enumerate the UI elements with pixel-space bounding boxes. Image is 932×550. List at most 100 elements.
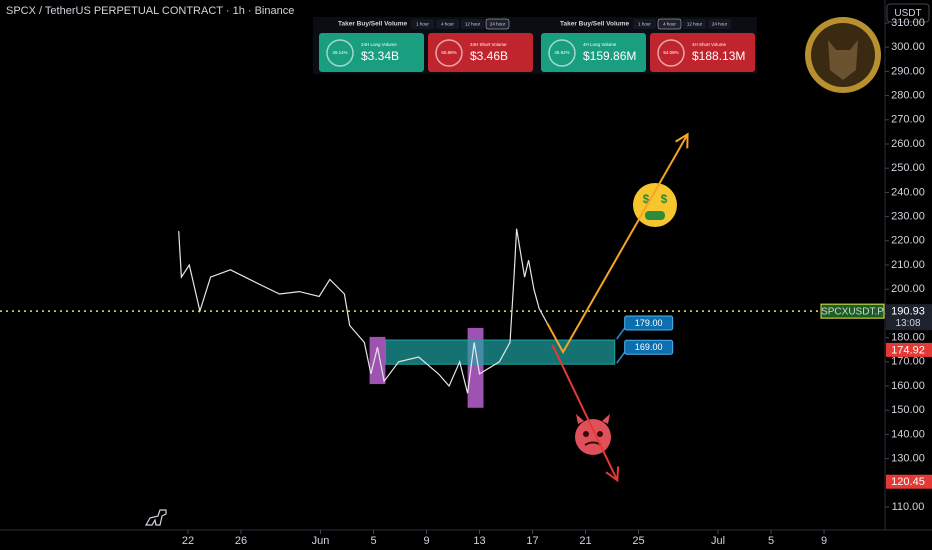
tab-label[interactable]: 1 hour xyxy=(416,22,429,27)
tab[interactable] xyxy=(485,18,510,30)
currency-label[interactable]: USDT xyxy=(894,8,921,19)
volume-card xyxy=(541,33,646,72)
tab[interactable] xyxy=(657,18,682,30)
price-tag-label: 120.45 xyxy=(891,476,925,488)
chart-title: SPCX / TetherUS PERPETUAL CONTRACT · 1h … xyxy=(6,5,294,17)
y-tick-label: 270.00 xyxy=(891,114,925,126)
arrow xyxy=(551,344,619,481)
tab-label[interactable]: 1 hour xyxy=(638,22,651,27)
volume-card xyxy=(428,33,533,72)
emoji-devil xyxy=(575,414,611,455)
arrow-head xyxy=(675,132,689,149)
y-tick-label: 150.00 xyxy=(891,404,925,416)
y-tick-label: 260.00 xyxy=(891,138,925,150)
tab-label[interactable]: 12 hour xyxy=(465,22,481,27)
level-box xyxy=(624,315,674,331)
gauge-ring xyxy=(326,39,354,67)
volume-value: $3.34B xyxy=(361,49,399,63)
x-tick-label: 17 xyxy=(526,535,538,547)
y-tick-label: 280.00 xyxy=(891,89,925,101)
countdown-label: 13:08 xyxy=(895,318,920,329)
volume-label: 4H Long Volume xyxy=(583,42,617,47)
current-price-tag xyxy=(886,304,932,331)
symbol-tag xyxy=(820,303,885,319)
logo-icon xyxy=(144,509,167,526)
volume-value: $188.13M xyxy=(692,49,745,63)
x-tick-label: Jun xyxy=(312,535,330,547)
y-tick-label: 130.00 xyxy=(891,453,925,465)
y-tick-label: 290.00 xyxy=(891,65,925,77)
tab[interactable] xyxy=(411,19,434,29)
level-connector xyxy=(616,351,626,364)
gauge-percent: 45.92% xyxy=(554,50,569,55)
x-tick-label: 26 xyxy=(235,535,247,547)
x-tick-label: 5 xyxy=(768,535,774,547)
svg-text:$: $ xyxy=(661,192,668,206)
level-label: 169.00 xyxy=(635,342,663,352)
svg-text:$: $ xyxy=(643,192,650,206)
volume-card xyxy=(319,33,424,72)
volume-label: 4H Short Volume xyxy=(692,42,727,47)
volume-label: 24H Long Volume xyxy=(361,42,397,47)
logo xyxy=(805,17,881,93)
tab-label[interactable]: 24 hour xyxy=(490,22,506,27)
gauge-ring xyxy=(657,39,685,67)
volume-value: $3.46B xyxy=(470,49,508,63)
level-box xyxy=(624,339,674,355)
widget-title: Taker Buy/Sell Volume xyxy=(338,21,408,28)
x-tick-label: 21 xyxy=(579,535,591,547)
symbol-label: SPCXUSDT.P xyxy=(821,306,884,317)
volume-value: $159.86M xyxy=(583,49,636,63)
y-tick-label: 230.00 xyxy=(891,211,925,223)
volume-card xyxy=(650,33,755,72)
price-line xyxy=(178,228,548,394)
tab-label[interactable]: 12 hour xyxy=(687,22,703,27)
tab[interactable] xyxy=(436,19,459,29)
level-label: 179.00 xyxy=(635,318,663,328)
y-tick-label: 180.00 xyxy=(891,332,925,344)
y-tick-label: 170.00 xyxy=(891,356,925,368)
widget-title: Taker Buy/Sell Volume xyxy=(560,21,630,28)
currency-button[interactable] xyxy=(886,3,930,23)
y-tick-label: 200.00 xyxy=(891,283,925,295)
arrow xyxy=(546,133,689,355)
price-tag-label: 174.92 xyxy=(891,344,925,356)
gauge-percent: 54.08% xyxy=(663,50,678,55)
gauge-ring xyxy=(435,39,463,67)
price-tag xyxy=(886,474,932,489)
y-tick-label: 240.00 xyxy=(891,186,925,198)
y-tick-label: 140.00 xyxy=(891,428,925,440)
gauge-percent: 50.86% xyxy=(441,50,456,55)
x-tick-label: 5 xyxy=(370,535,376,547)
y-tick-label: 210.00 xyxy=(891,259,925,271)
arrow-head xyxy=(605,466,620,483)
tab[interactable] xyxy=(708,19,731,29)
x-tick-label: 25 xyxy=(632,535,644,547)
x-tick-label: 22 xyxy=(182,535,194,547)
tab[interactable] xyxy=(633,19,656,29)
zone xyxy=(384,339,616,365)
emoji-money: $ $ xyxy=(633,183,677,227)
y-tick-label: 310.00 xyxy=(891,17,925,29)
price-tag xyxy=(886,342,932,357)
tab-label[interactable]: 4 hour xyxy=(441,22,454,27)
gauge-percent: 49.14% xyxy=(332,50,347,55)
y-tick-label: 250.00 xyxy=(891,162,925,174)
x-tick-label: 13 xyxy=(473,535,485,547)
level-connector xyxy=(616,327,626,340)
tab[interactable] xyxy=(461,19,484,29)
y-tick-label: 300.00 xyxy=(891,41,925,53)
tab-label[interactable]: 4 hour xyxy=(663,22,676,27)
x-tick-label: 9 xyxy=(821,535,827,547)
tab-label[interactable]: 24 hour xyxy=(712,22,728,27)
gauge-ring xyxy=(548,39,576,67)
tab[interactable] xyxy=(683,19,706,29)
x-tick-label: 9 xyxy=(423,535,429,547)
y-tick-label: 160.00 xyxy=(891,380,925,392)
y-tick-label: 220.00 xyxy=(891,235,925,247)
volume-label: 24H Short Volume xyxy=(470,42,507,47)
x-tick-label: Jul xyxy=(711,535,725,547)
